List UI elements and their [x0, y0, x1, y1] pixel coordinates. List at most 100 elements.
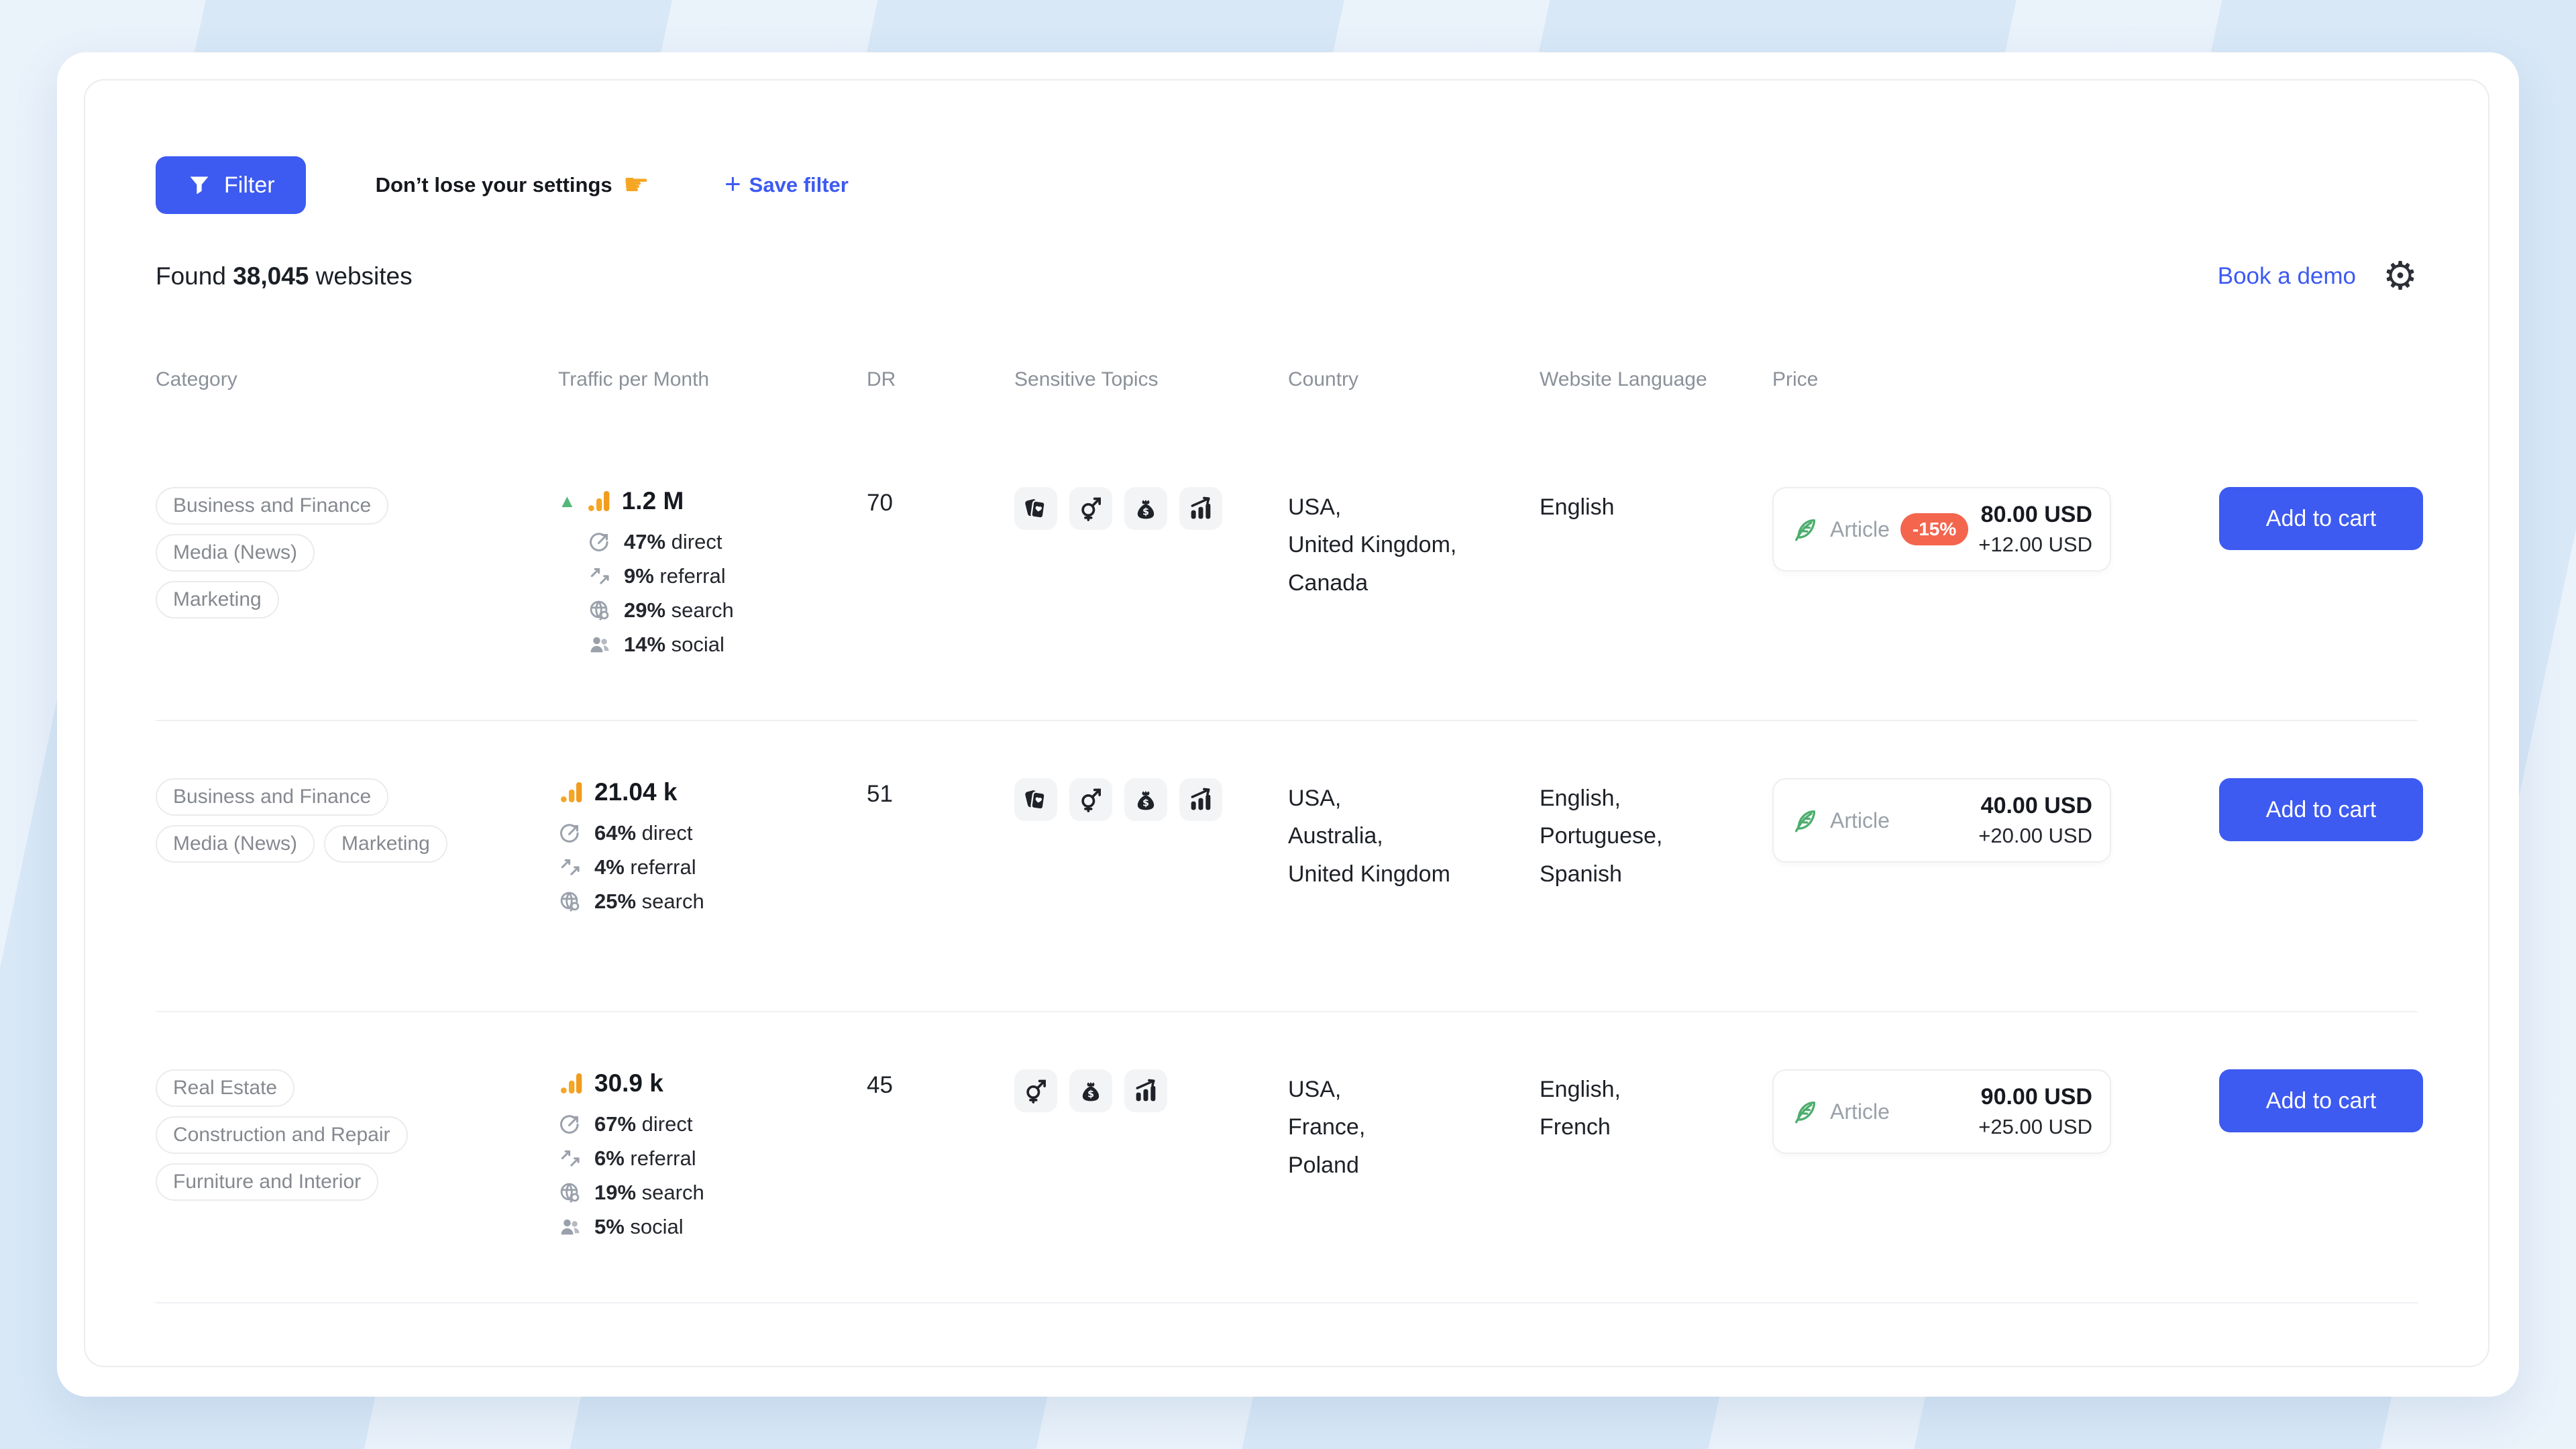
gear-icon[interactable]: ⚙	[2383, 254, 2418, 298]
analytics-bars-icon	[586, 488, 612, 515]
traffic-source-text: 5% social	[594, 1215, 684, 1238]
sensitive-topic-chip	[1069, 778, 1112, 821]
svg-text:$: $	[1142, 507, 1149, 518]
filter-button-label: Filter	[224, 172, 275, 198]
category-chip: Marketing	[156, 581, 279, 619]
feather-icon	[1791, 1097, 1819, 1126]
price-amount: 40.00 USD	[1980, 793, 2092, 818]
country-line: USA,	[1288, 494, 1342, 520]
traffic-source-text: 6% referral	[594, 1146, 696, 1170]
traffic-source-text: 29% search	[624, 598, 734, 622]
price-card: Article 40.00 USD +20.00 USD	[1772, 778, 2111, 863]
save-filter-label: Save filter	[749, 173, 849, 197]
price-extra: +20.00 USD	[1978, 824, 2092, 847]
price-amount: 80.00 USD	[1980, 502, 2092, 527]
category-chip: Media (News)	[156, 534, 315, 572]
referral-icon	[558, 855, 582, 879]
table-row: Business and Finance Media (News) Marketin…	[156, 430, 2423, 721]
direct-icon	[558, 1112, 582, 1136]
traffic-total-line: ▲ 1.2 M	[558, 487, 867, 515]
add-to-cart-button[interactable]: Add to cart	[2219, 1069, 2423, 1132]
analytics-bars-icon	[558, 779, 585, 806]
money-bag-icon: $	[1132, 786, 1159, 813]
book-demo-link[interactable]: Book a demo	[2217, 263, 2356, 289]
language-line: English,	[1540, 1077, 1621, 1102]
language-cell: English	[1540, 487, 1772, 526]
price-values: 90.00 USD +25.00 USD	[1978, 1084, 2092, 1139]
country-line: USA,	[1288, 786, 1342, 811]
traffic-source-line: 9% referral	[588, 564, 867, 588]
category-chip-line: Business and Finance	[156, 778, 558, 816]
traffic-total-value: 21.04 k	[594, 778, 678, 806]
save-filter-link[interactable]: + Save filter	[724, 170, 849, 198]
cart-cell: Add to cart	[2215, 1069, 2423, 1132]
category-chip: Marketing	[324, 825, 447, 863]
country-cell: USA, United Kingdom, Canada	[1288, 487, 1540, 602]
traffic-source-line: 6% referral	[558, 1146, 867, 1171]
category-chip-line: Business and Finance	[156, 487, 558, 525]
header-price: Price	[1772, 368, 1819, 390]
category-chip-line: Media (News)	[156, 534, 558, 572]
traffic-source-line: 19% search	[558, 1181, 867, 1205]
traffic-total-value: 1.2 M	[621, 487, 684, 515]
settings-hint: Don’t lose your settings ☛	[376, 170, 650, 200]
dr-value: 70	[867, 490, 893, 516]
header-website-language: Website Language	[1540, 368, 1707, 390]
sensitive-topic-chip: $	[1124, 778, 1167, 821]
summary-actions: Book a demo ⚙	[2218, 257, 2418, 296]
price-cell: Article 40.00 USD +20.00 USD	[1772, 778, 2215, 863]
analytics-bars-icon	[558, 1070, 585, 1097]
traffic-source-line: 29% search	[588, 598, 867, 623]
category-chip: Business and Finance	[156, 487, 389, 525]
filter-button[interactable]: Filter	[156, 156, 306, 214]
language-cell: English, Portuguese, Spanish	[1540, 778, 1772, 893]
dr-value: 45	[867, 1072, 893, 1098]
traffic-total-line: 30.9 k	[558, 1069, 867, 1097]
social-icon	[588, 633, 612, 657]
add-to-cart-button[interactable]: Add to cart	[2219, 487, 2423, 550]
referral-icon	[558, 1146, 582, 1171]
price-extra: +25.00 USD	[1978, 1115, 2092, 1138]
language-line: English,	[1540, 786, 1621, 811]
traffic-source-text: 47% direct	[624, 530, 722, 553]
toolbar: Filter Don’t lose your settings ☛ + Save…	[156, 156, 2418, 214]
traffic-cell: 21.04 k 64% direct 4% referral 25% search	[558, 778, 867, 924]
found-count: 38,045	[233, 262, 309, 290]
country-line: United Kingdom	[1288, 861, 1450, 887]
traffic-source-line: 47% direct	[588, 530, 867, 554]
price-type-label: Article	[1830, 1099, 1890, 1124]
content-panel: Filter Don’t lose your settings ☛ + Save…	[84, 79, 2489, 1367]
cart-cell: Add to cart	[2215, 487, 2423, 550]
funnel-icon	[186, 172, 212, 198]
found-prefix: Found	[156, 262, 226, 290]
category-chip-line: Real Estate	[156, 1069, 558, 1107]
traffic-source-text: 25% search	[594, 890, 704, 913]
traffic-source-line: 67% direct	[558, 1112, 867, 1136]
category-cell: Business and Finance Media (News) Marketin…	[156, 487, 558, 628]
playing-cards-icon	[1022, 495, 1049, 522]
settings-hint-text: Don’t lose your settings	[375, 173, 612, 197]
category-cell: Real Estate Construction and Repair Furnit…	[156, 1069, 558, 1210]
add-to-cart-button[interactable]: Add to cart	[2219, 778, 2423, 841]
sensitive-topic-chip: $	[1069, 1069, 1112, 1112]
discount-badge: -15%	[1900, 513, 1969, 545]
search-icon	[558, 1181, 582, 1205]
price-values: 40.00 USD +20.00 USD	[1978, 793, 2092, 848]
table-row: Business and Finance Media (News) Marketin…	[156, 721, 2423, 1012]
category-chip-line: Media (News) Marketing	[156, 825, 558, 863]
sensitive-topics-cell: $	[1014, 487, 1288, 530]
category-chip-line: Construction and Repair	[156, 1116, 558, 1154]
dr-value: 51	[867, 781, 893, 807]
country-line: USA,	[1288, 1077, 1342, 1102]
growth-chart-icon	[1132, 1077, 1159, 1104]
price-amount: 90.00 USD	[1980, 1084, 2092, 1110]
language-line: Spanish	[1540, 861, 1622, 887]
country-line: Canada	[1288, 570, 1368, 596]
pointing-hand-icon: ☛	[623, 168, 650, 201]
price-cell: Article 90.00 USD +25.00 USD	[1772, 1069, 2215, 1154]
sensitive-topics-cell: $	[1014, 1069, 1288, 1112]
price-values: 80.00 USD +12.00 USD	[1978, 502, 2092, 557]
price-card: Article 90.00 USD +25.00 USD	[1772, 1069, 2111, 1154]
header-sensitive-topics: Sensitive Topics	[1014, 368, 1159, 390]
social-icon	[558, 1215, 582, 1239]
